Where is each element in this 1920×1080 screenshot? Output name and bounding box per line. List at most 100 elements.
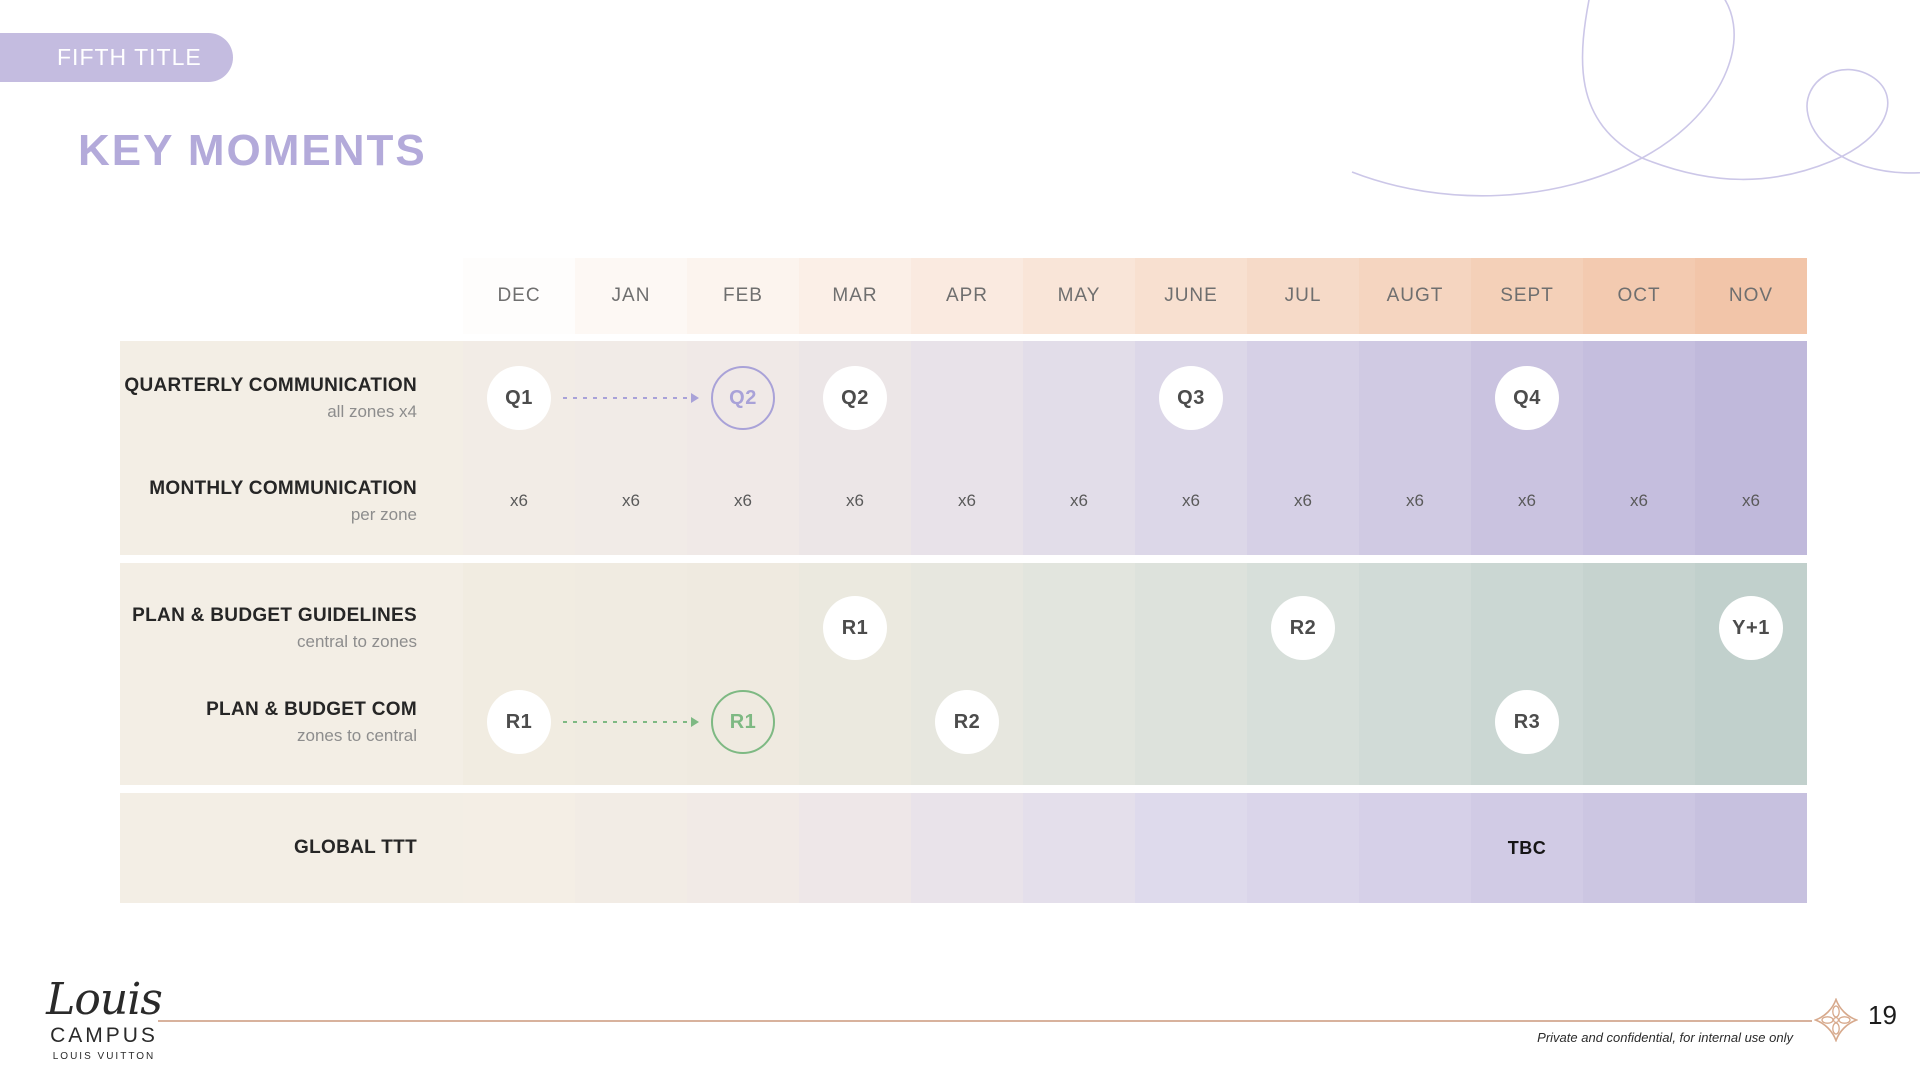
timeline-cell-june: [1135, 798, 1247, 898]
section-tag-badge: FIFTH TITLE: [0, 33, 233, 82]
timeline-cell-feb: x6: [687, 451, 799, 551]
page-title: KEY MOMENTS: [78, 126, 427, 175]
confidential-note: Private and confidential, for internal u…: [1537, 1030, 1793, 1045]
row-label: GLOBAL TTT: [120, 798, 463, 898]
cell-value: x6: [1182, 491, 1200, 510]
arrow-head-icon: [691, 717, 699, 727]
section-label-column: [120, 793, 463, 903]
cell-value: x6: [846, 491, 864, 510]
timeline-cell-dec: [463, 578, 575, 678]
dashed-arrow: [563, 393, 699, 403]
timeline-cell-oct: [1583, 578, 1695, 678]
marker-tbc: TBC: [1507, 837, 1547, 858]
lv-monogram-icon: [1814, 998, 1858, 1042]
page-number: 19: [1868, 1000, 1897, 1030]
timeline-cell-augt: x6: [1359, 451, 1471, 551]
timeline-cell-feb: Q2: [687, 348, 799, 448]
marker-r2: R2: [935, 690, 999, 754]
marker-yplus1: Y+1: [1719, 596, 1783, 660]
timeline-cell-jul: [1247, 672, 1359, 772]
row-cells: Q1 Q2 Q2 Q3 Q4: [463, 348, 1807, 448]
row-label-main: GLOBAL TTT: [294, 837, 417, 858]
arrow-head-icon: [691, 393, 699, 403]
timeline-row: GLOBAL TTT TBC: [120, 798, 1807, 898]
column-stripe-oct: [1583, 563, 1695, 785]
column-stripe-sept: [1471, 793, 1583, 903]
timeline-cell-sept: TBC: [1471, 798, 1583, 898]
column-stripe-apr: [911, 793, 1023, 903]
month-header-jul: JUL: [1247, 258, 1359, 334]
timeline-cell-jul: R2: [1247, 578, 1359, 678]
timeline-cell-apr: [911, 798, 1023, 898]
row-cells: R1 R2 Y+1: [463, 578, 1807, 678]
month-header-dec: DEC: [463, 258, 575, 334]
timeline-cell-mar: [799, 672, 911, 772]
cell-value: x6: [1070, 491, 1088, 510]
timeline-cell-jan: [575, 578, 687, 678]
marker-r2: R2: [1271, 596, 1335, 660]
timeline-cell-june: [1135, 578, 1247, 678]
row-label-main: PLAN & BUDGET COM: [206, 698, 417, 720]
row-cells: TBC: [463, 798, 1807, 898]
cell-value: x6: [1406, 491, 1424, 510]
month-header-mar: MAR: [799, 258, 911, 334]
column-stripe-augt: [1359, 563, 1471, 785]
timeline-cell-dec: [463, 798, 575, 898]
month-header-june: JUNE: [1135, 258, 1247, 334]
marker-q3: Q3: [1159, 366, 1223, 430]
timeline-cell-feb: R1: [687, 672, 799, 772]
section-label-column: [120, 563, 463, 785]
decorative-swirl-icon: [1351, 0, 1920, 197]
cell-value: x6: [1518, 491, 1536, 510]
timeline-cell-apr: [911, 348, 1023, 448]
column-stripe-jul: [1247, 793, 1359, 903]
row-label-main: PLAN & BUDGET GUIDELINES: [132, 604, 417, 626]
cell-value: x6: [1742, 491, 1760, 510]
row-label-sub: central to zones: [296, 631, 417, 651]
timeline-cell-dec: Q1: [463, 348, 575, 448]
timeline-cell-jan: x6: [575, 451, 687, 551]
timeline-cell-may: [1023, 798, 1135, 898]
cell-value: x6: [622, 491, 640, 510]
timeline-cell-may: [1023, 672, 1135, 772]
column-stripe-dec: [463, 793, 575, 903]
timeline-cell-june: Q3: [1135, 348, 1247, 448]
timeline-cell-nov: [1695, 672, 1807, 772]
logo-brand: LOUIS VUITTON: [52, 1051, 156, 1062]
marker-r3: R3: [1495, 690, 1559, 754]
cell-value: x6: [510, 491, 528, 510]
timeline-cell-apr: R2: [911, 672, 1023, 772]
marker-q2: Q2: [711, 366, 775, 430]
month-header-oct: OCT: [1583, 258, 1695, 334]
column-stripe-augt: [1359, 793, 1471, 903]
month-header-augt: AUGT: [1359, 258, 1471, 334]
marker-r1: R1: [487, 690, 551, 754]
month-header-sept: SEPT: [1471, 258, 1583, 334]
timeline-cell-augt: [1359, 578, 1471, 678]
timeline-cell-oct: [1583, 672, 1695, 772]
timeline-cell-june: x6: [1135, 451, 1247, 551]
row-label-sub: per zone: [350, 504, 417, 524]
marker-q4: Q4: [1495, 366, 1559, 430]
timeline-cell-june: [1135, 672, 1247, 772]
row-label: QUARTERLY COMMUNICATION all zones x4: [120, 348, 463, 448]
row-cells: R1 R1 R2 R3: [463, 672, 1807, 772]
section-global-ttt: GLOBAL TTT TBC: [120, 793, 1807, 903]
cell-value: x6: [734, 491, 752, 510]
month-header-spacer: [120, 258, 463, 334]
timeline-cell-nov: Y+1: [1695, 578, 1807, 678]
timeline-row: MONTHLY COMMUNICATION per zone x6 x6 x6 x6 x6 x…: [120, 451, 1807, 551]
marker-q2: Q2: [823, 366, 887, 430]
column-stripe-nov: [1695, 793, 1807, 903]
column-stripe-june: [1135, 793, 1247, 903]
row-label-sub: all zones x4: [327, 401, 417, 421]
logo-script: Louis: [46, 974, 163, 1025]
month-header-may: MAY: [1023, 258, 1135, 334]
cell-value: x6: [958, 491, 976, 510]
timeline-cell-apr: [911, 578, 1023, 678]
timeline-cell-jul: x6: [1247, 451, 1359, 551]
footer-divider: [158, 1020, 1812, 1022]
column-stripe-jan: [575, 793, 687, 903]
row-cells: x6 x6 x6 x6 x6 x6 x6 x6 x6 x6 x6 x6: [463, 451, 1807, 551]
section-communication: QUARTERLY COMMUNICATION all zones x4 Q1 Q2 Q…: [120, 341, 1807, 555]
